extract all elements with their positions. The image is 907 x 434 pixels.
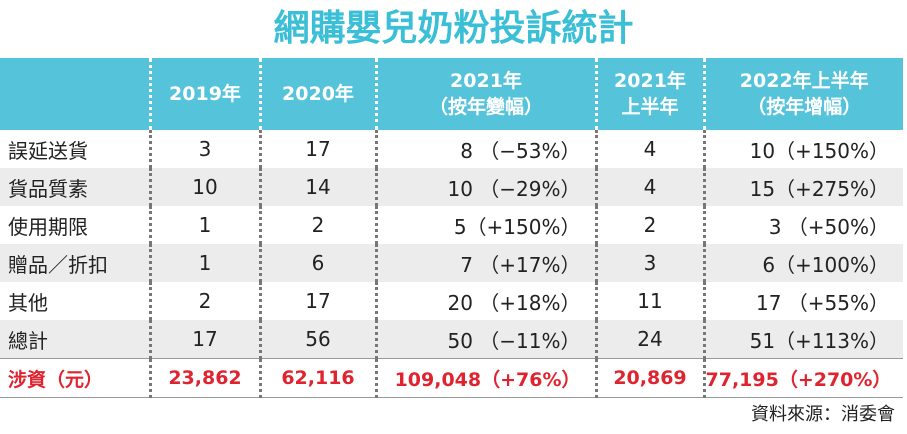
cell-2021: 50 （−11%） — [374, 320, 596, 359]
header-line: 2021年 — [614, 70, 686, 92]
table-row: 誤延送貨 3 17 8 （−53%） 4 10（+150%） — [0, 130, 903, 168]
cell-2020: 14 — [258, 168, 376, 206]
header-2019: 2019年 — [148, 58, 260, 130]
header-subline: （按年增幅） — [747, 96, 862, 118]
cell-2020: 56 — [258, 320, 376, 359]
header-corner — [0, 58, 150, 130]
cell-2021: 109,048（+76%） — [374, 358, 596, 398]
table-row-amount: 涉資（元） 23,862 62,116 109,048（+76%） 20,869… — [0, 358, 903, 398]
cell-2019: 3 — [148, 130, 260, 168]
header-line: 2021年 — [450, 70, 522, 92]
header-2022-h1: 2022年上半年 （按年增幅） — [702, 58, 903, 130]
cell-2020: 2 — [258, 206, 376, 244]
row-label: 使用期限 — [8, 214, 88, 239]
cell-2021-h1: 2 — [594, 206, 704, 244]
cell-2022-h1: 15（+275%） — [702, 168, 903, 206]
header-line: 2019年 — [169, 83, 241, 105]
cell-2019: 17 — [148, 320, 260, 359]
header-subline: 上半年 — [621, 96, 679, 118]
page-title: 網購嬰兒奶粉投訴統計 — [273, 8, 634, 49]
row-label: 涉資（元） — [0, 358, 150, 398]
row-label: 贈品／折扣 — [0, 244, 150, 282]
cell-2021-h1: 11 — [594, 282, 704, 320]
row-label: 其他 — [8, 290, 48, 315]
cell-2021-h1: 4 — [594, 168, 704, 206]
cell-2021: 10 （−29%） — [374, 168, 596, 206]
header-line: 2022年上半年 — [739, 70, 869, 92]
cell-2021: 8 （−53%） — [374, 130, 596, 168]
cell-2022-h1: 17 （+55%） — [702, 282, 903, 320]
header-subline: （按年變幅） — [428, 96, 543, 118]
cell-2020: 17 — [258, 130, 376, 168]
cell-2022-h1: 6（+100%） — [702, 244, 903, 282]
cell-2021: 7 （+17%） — [374, 244, 596, 282]
row-label: 總計 — [0, 320, 150, 359]
header-2020: 2020年 — [258, 58, 376, 130]
cell-2019: 10 — [148, 168, 260, 206]
table-row: 贈品／折扣 1 6 7 （+17%） 3 6（+100%） — [0, 244, 903, 282]
header-2021-h1: 2021年 上半年 — [594, 58, 704, 130]
cell-2021-h1: 24 — [594, 320, 704, 359]
cell-2020: 17 — [258, 282, 376, 320]
header-row: 2019年 2020年 2021年 （按年變幅） 2021年 上半年 2022年… — [0, 58, 903, 130]
cell-2022-h1: 51（+113%） — [702, 320, 903, 359]
source-note: 資料來源：消委會 — [751, 404, 895, 425]
cell-2019: 1 — [148, 244, 260, 282]
row-label: 貨品質素 — [0, 168, 150, 206]
cell-2021: 5（+150%） — [374, 206, 596, 244]
cell-2021-h1: 4 — [594, 130, 704, 168]
row-label: 誤延送貨 — [8, 138, 88, 163]
cell-2021: 20 （+18%） — [374, 282, 596, 320]
cell-2019: 23,862 — [148, 358, 260, 398]
table-row: 使用期限 1 2 5（+150%） 2 3 （+50%） — [0, 206, 903, 244]
cell-2022-h1: 10（+150%） — [702, 130, 903, 168]
cell-2020: 6 — [258, 244, 376, 282]
cell-2022-h1: 3 （+50%） — [702, 206, 903, 244]
header-2021: 2021年 （按年變幅） — [374, 58, 596, 130]
cell-2020: 62,116 — [258, 358, 376, 398]
header-line: 2020年 — [282, 83, 354, 105]
cell-2019: 2 — [148, 282, 260, 320]
table-row: 其他 2 17 20 （+18%） 11 17 （+55%） — [0, 282, 903, 320]
complaints-table: 2019年 2020年 2021年 （按年變幅） 2021年 上半年 2022年… — [0, 58, 903, 398]
table-row: 貨品質素 10 14 10 （−29%） 4 15（+275%） — [0, 168, 903, 206]
table-row-total: 總計 17 56 50 （−11%） 24 51（+113%） — [0, 320, 903, 359]
cell-2021-h1: 20,869 — [594, 358, 704, 398]
cell-2021-h1: 3 — [594, 244, 704, 282]
cell-2022-h1: 77,195（+270%） — [702, 358, 903, 398]
cell-2019: 1 — [148, 206, 260, 244]
